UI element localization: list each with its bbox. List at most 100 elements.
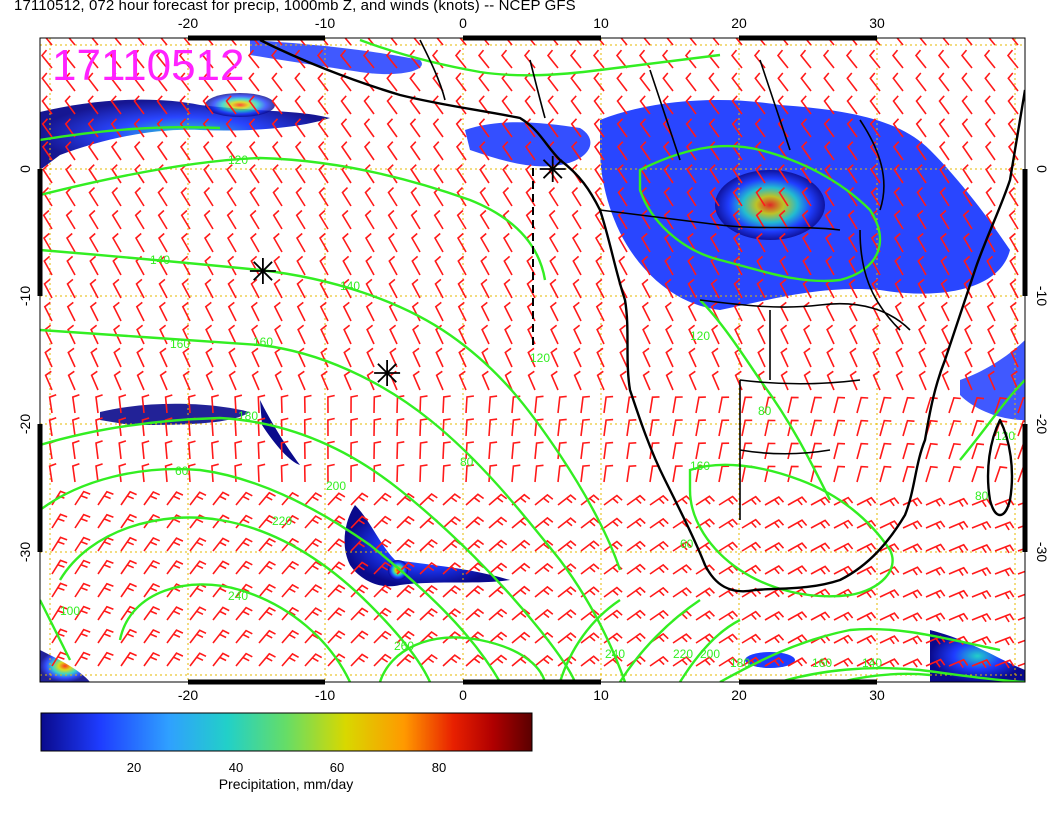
wind-barb [603,517,623,529]
wind-barb [111,164,122,184]
wind-barb [685,95,697,115]
wind-barb [965,38,973,46]
wind-barb [419,607,438,621]
wind-barb [327,630,346,644]
wind-barb [603,441,614,460]
wind-barb [665,370,674,391]
wind-barb [203,164,214,184]
contour-200 [40,467,502,682]
wind-barb [248,118,260,138]
wind-barb [603,418,614,437]
wind-barb [741,518,762,529]
wind-barb [419,492,438,506]
contour-label: 140 [150,253,170,267]
wind-barb [948,589,969,599]
wind-barb [48,417,57,437]
wind-barb [434,255,444,276]
wind-barb [925,442,938,460]
wind-barb [663,209,674,230]
wind-barb [228,347,237,368]
wind-barb [984,72,996,92]
precip-tail [260,400,300,465]
wind-barb [227,278,237,299]
wind-barb [412,370,421,391]
wind-barb [592,49,605,69]
wind-barb [1017,616,1025,621]
wind-barb [787,542,808,552]
wind-barb [235,583,253,598]
wind-barb [902,658,923,668]
wind-barb [271,118,283,138]
wind-barb [685,72,697,92]
wind-barb [879,589,900,599]
wind-barb [135,278,145,299]
wind-barb [822,49,835,69]
wind-barb [731,118,743,138]
wind-barb [111,209,122,230]
wind-barb [986,255,996,276]
wind-barb [849,324,858,345]
wind-barb [373,561,392,575]
wind-barb [940,301,950,322]
wind-barb [294,72,306,92]
wind-barb [916,164,927,184]
marker-layer [249,156,566,386]
wind-barb [201,49,214,69]
wind-barb [501,141,513,161]
wind-barb [136,370,145,391]
wind-barb [350,394,359,414]
contour-label: 200 [700,647,720,661]
contour-120-north [40,156,547,281]
wind-barb [557,494,577,506]
wind-barb [799,49,812,69]
wind-barb [971,442,985,460]
wind-barb [295,209,306,230]
wind-barb [454,49,467,69]
wind-barb [204,255,214,276]
wind-barb [626,632,646,644]
wind-barb [226,164,237,184]
wind-barb [917,301,927,322]
wind-barb [342,278,352,299]
wind-barb [672,587,692,598]
wind-barb [504,370,513,391]
wind-barb [294,141,306,161]
wind-barb [856,588,877,599]
wind-barb [235,629,253,644]
wind-barb [373,538,392,552]
wind-barb [615,49,628,69]
wind-barb [879,658,900,668]
wind-barb [303,440,312,460]
wind-barb [182,347,191,368]
wind-barb [534,516,554,529]
wind-barb [603,586,623,598]
colorbar-tick-label: 80 [432,760,446,775]
wind-barb [986,301,996,322]
wind-barb [247,49,260,69]
wind-barb [718,656,738,667]
wind-barb [948,465,961,483]
wind-barb [251,324,260,345]
wind-barb [164,440,173,460]
wind-barb [412,347,421,368]
wind-barb [804,38,812,46]
wind-barb [594,187,605,207]
wind-barb [373,492,392,506]
wind-barb [396,607,415,621]
wind-barb [801,232,812,253]
wind-barb [626,655,646,667]
border-line [859,229,901,331]
wind-barb [511,418,521,437]
wind-barb [810,611,831,621]
wind-barb [225,118,237,138]
wind-barb [51,582,68,598]
wind-barb [941,347,950,368]
wind-barb [433,209,444,230]
wind-barb [272,164,283,184]
wind-barb [88,187,99,207]
wind-barb [389,324,398,345]
wind-barb [687,278,697,299]
wind-barb [257,440,266,460]
wind-barb [902,442,915,460]
wind-barb [280,463,289,483]
